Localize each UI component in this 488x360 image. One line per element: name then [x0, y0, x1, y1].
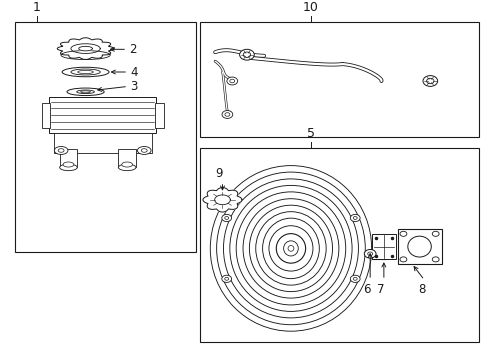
- Bar: [397, 230, 441, 264]
- Ellipse shape: [229, 79, 234, 83]
- Ellipse shape: [60, 164, 77, 171]
- Ellipse shape: [58, 149, 64, 152]
- Ellipse shape: [236, 192, 345, 305]
- Ellipse shape: [78, 71, 93, 73]
- Ellipse shape: [367, 252, 372, 256]
- Ellipse shape: [61, 50, 110, 59]
- Ellipse shape: [283, 241, 298, 256]
- Bar: [371, 234, 395, 259]
- Ellipse shape: [54, 147, 68, 154]
- Polygon shape: [79, 46, 92, 51]
- Circle shape: [399, 231, 406, 237]
- Circle shape: [431, 257, 438, 262]
- Circle shape: [399, 257, 406, 262]
- Ellipse shape: [249, 205, 332, 292]
- Bar: [54, 133, 151, 153]
- Text: 5: 5: [306, 127, 314, 140]
- Bar: [118, 149, 136, 167]
- Ellipse shape: [224, 278, 228, 280]
- Ellipse shape: [349, 275, 359, 283]
- Ellipse shape: [224, 113, 229, 116]
- Ellipse shape: [407, 236, 430, 257]
- Ellipse shape: [352, 278, 356, 280]
- Text: 2: 2: [129, 43, 137, 56]
- Polygon shape: [203, 188, 242, 212]
- Ellipse shape: [287, 246, 293, 251]
- Ellipse shape: [239, 49, 254, 60]
- Polygon shape: [57, 38, 114, 59]
- Ellipse shape: [364, 249, 375, 258]
- Ellipse shape: [268, 226, 312, 271]
- Bar: [15, 22, 195, 252]
- Ellipse shape: [262, 218, 319, 279]
- Text: 10: 10: [302, 1, 318, 14]
- Ellipse shape: [229, 185, 351, 311]
- Bar: [41, 103, 50, 128]
- Ellipse shape: [210, 166, 371, 331]
- Ellipse shape: [77, 90, 94, 94]
- Text: 1: 1: [33, 1, 41, 14]
- Ellipse shape: [243, 199, 338, 298]
- Text: 9: 9: [215, 167, 223, 180]
- Ellipse shape: [426, 78, 433, 84]
- Ellipse shape: [222, 111, 232, 118]
- Ellipse shape: [71, 69, 100, 75]
- Ellipse shape: [63, 162, 74, 167]
- Bar: [200, 22, 478, 137]
- Ellipse shape: [349, 214, 359, 221]
- Text: 8: 8: [417, 283, 425, 296]
- Text: 6: 6: [362, 283, 370, 296]
- Ellipse shape: [81, 91, 90, 93]
- Ellipse shape: [62, 67, 109, 77]
- Ellipse shape: [67, 88, 104, 95]
- Ellipse shape: [122, 162, 132, 167]
- Ellipse shape: [276, 234, 305, 263]
- Ellipse shape: [255, 212, 325, 285]
- Bar: [200, 148, 478, 342]
- Ellipse shape: [243, 52, 250, 57]
- Ellipse shape: [137, 147, 151, 154]
- Bar: [60, 149, 77, 167]
- Ellipse shape: [224, 216, 228, 219]
- Ellipse shape: [118, 164, 136, 171]
- Text: 7: 7: [376, 283, 384, 296]
- Text: 4: 4: [130, 66, 138, 78]
- Bar: [155, 103, 163, 128]
- Ellipse shape: [352, 216, 356, 219]
- Text: 3: 3: [130, 80, 138, 93]
- Ellipse shape: [222, 275, 231, 283]
- Circle shape: [431, 231, 438, 237]
- Ellipse shape: [226, 77, 237, 85]
- Ellipse shape: [223, 179, 358, 318]
- Ellipse shape: [141, 149, 147, 152]
- Ellipse shape: [222, 214, 231, 221]
- Ellipse shape: [422, 76, 437, 86]
- Bar: [49, 97, 156, 133]
- Ellipse shape: [216, 172, 365, 325]
